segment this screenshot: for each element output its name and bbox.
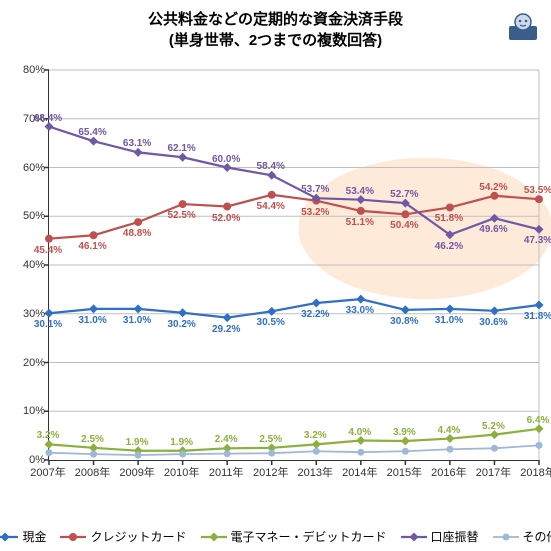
- data-label: 30.8%: [390, 316, 418, 327]
- data-label: 30.2%: [167, 319, 195, 330]
- chart-container: 公共料金などの定期的な資金決済手段 (単身世帯、2つまでの複数回答) 0%10%…: [0, 0, 551, 551]
- data-label: 54.4%: [257, 201, 285, 212]
- title-line-1: 公共料金などの定期的な資金決済手段: [0, 8, 551, 29]
- title-line-2: (単身世帯、2つまでの複数回答): [0, 29, 551, 50]
- data-label: 30.6%: [479, 317, 507, 328]
- xtick-label: 2009年: [119, 464, 154, 480]
- legend-item: 口座振替: [401, 528, 479, 545]
- logo-icon: [505, 8, 541, 49]
- data-label: 52.0%: [212, 213, 240, 224]
- data-label: 53.2%: [301, 207, 329, 218]
- data-label: 31.0%: [435, 315, 463, 326]
- legend-label: 口座振替: [431, 528, 479, 545]
- xtick-label: 2011年: [209, 464, 244, 480]
- xtick-label: 2015年: [387, 464, 422, 480]
- xtick-label: 2014年: [342, 464, 377, 480]
- data-label: 45.4%: [34, 245, 62, 256]
- ytick-label: 20%: [23, 357, 45, 369]
- legend-item: 電子マネー・デビットカード: [201, 528, 387, 545]
- data-label: 52.5%: [167, 210, 195, 221]
- data-label: 4.4%: [438, 425, 461, 436]
- data-label: 49.6%: [479, 224, 507, 235]
- data-label: 32.2%: [301, 309, 329, 320]
- data-label: 53.4%: [346, 186, 374, 197]
- data-label: 46.2%: [435, 241, 463, 252]
- data-label: 33.0%: [346, 305, 374, 316]
- data-label: 48.8%: [123, 228, 151, 239]
- xtick-label: 2007年: [30, 464, 65, 480]
- data-label: 5.2%: [482, 421, 505, 432]
- data-label: 51.8%: [435, 213, 463, 224]
- xtick-label: 2008年: [75, 464, 110, 480]
- xtick-label: 2013年: [298, 464, 333, 480]
- data-label: 46.1%: [78, 241, 106, 252]
- legend-item: 現金: [0, 528, 46, 545]
- xtick-label: 2016年: [431, 464, 466, 480]
- chart-title: 公共料金などの定期的な資金決済手段 (単身世帯、2つまでの複数回答): [0, 8, 551, 50]
- data-label: 30.5%: [257, 317, 285, 328]
- data-label: 3.2%: [37, 430, 60, 441]
- legend-label: 現金: [22, 528, 46, 545]
- plot-area: [48, 70, 539, 461]
- data-label: 58.4%: [257, 161, 285, 172]
- legend-label: 電子マネー・デビットカード: [231, 528, 387, 545]
- data-label: 2.4%: [215, 434, 238, 445]
- legend-label: その他: [523, 528, 551, 545]
- data-label: 50.4%: [390, 220, 418, 231]
- xtick-label: 2010年: [164, 464, 199, 480]
- data-label: 31.8%: [524, 311, 551, 322]
- data-label: 1.9%: [126, 437, 149, 448]
- data-label: 6.4%: [527, 415, 550, 426]
- xtick-label: 2018年: [520, 464, 551, 480]
- legend-item: その他: [493, 528, 551, 545]
- xtick-label: 2017年: [476, 464, 511, 480]
- ytick-label: 40%: [23, 259, 45, 271]
- data-label: 65.4%: [78, 127, 106, 138]
- data-label: 1.9%: [170, 437, 193, 448]
- data-label: 30.1%: [34, 319, 62, 330]
- data-label: 2.5%: [259, 434, 282, 445]
- ytick-label: 50%: [23, 210, 45, 222]
- data-label: 47.3%: [524, 235, 551, 246]
- data-label: 54.2%: [479, 182, 507, 193]
- data-label: 3.2%: [304, 430, 327, 441]
- data-label: 62.1%: [167, 143, 195, 154]
- data-label: 4.0%: [348, 427, 371, 438]
- data-label: 31.0%: [78, 315, 106, 326]
- data-label: 53.7%: [301, 184, 329, 195]
- data-label: 2.5%: [81, 434, 104, 445]
- data-label: 3.9%: [393, 427, 416, 438]
- data-label: 31.0%: [123, 315, 151, 326]
- xtick-label: 2012年: [253, 464, 288, 480]
- ytick-label: 30%: [23, 308, 45, 320]
- data-label: 60.0%: [212, 154, 240, 165]
- data-label: 63.1%: [123, 138, 151, 149]
- ytick-label: 80%: [23, 64, 45, 76]
- ytick-label: 60%: [23, 162, 45, 174]
- legend-item: クレジットカード: [60, 528, 186, 545]
- legend: 現金 クレジットカード 電子マネー・デビットカード 口座振替 その他: [0, 528, 551, 545]
- data-label: 52.7%: [390, 189, 418, 200]
- data-label: 51.1%: [346, 217, 374, 228]
- legend-label: クレジットカード: [90, 528, 186, 545]
- data-label: 53.5%: [524, 185, 551, 196]
- data-label: 29.2%: [212, 324, 240, 335]
- data-label: 68.4%: [34, 113, 62, 124]
- ytick-label: 10%: [23, 405, 45, 417]
